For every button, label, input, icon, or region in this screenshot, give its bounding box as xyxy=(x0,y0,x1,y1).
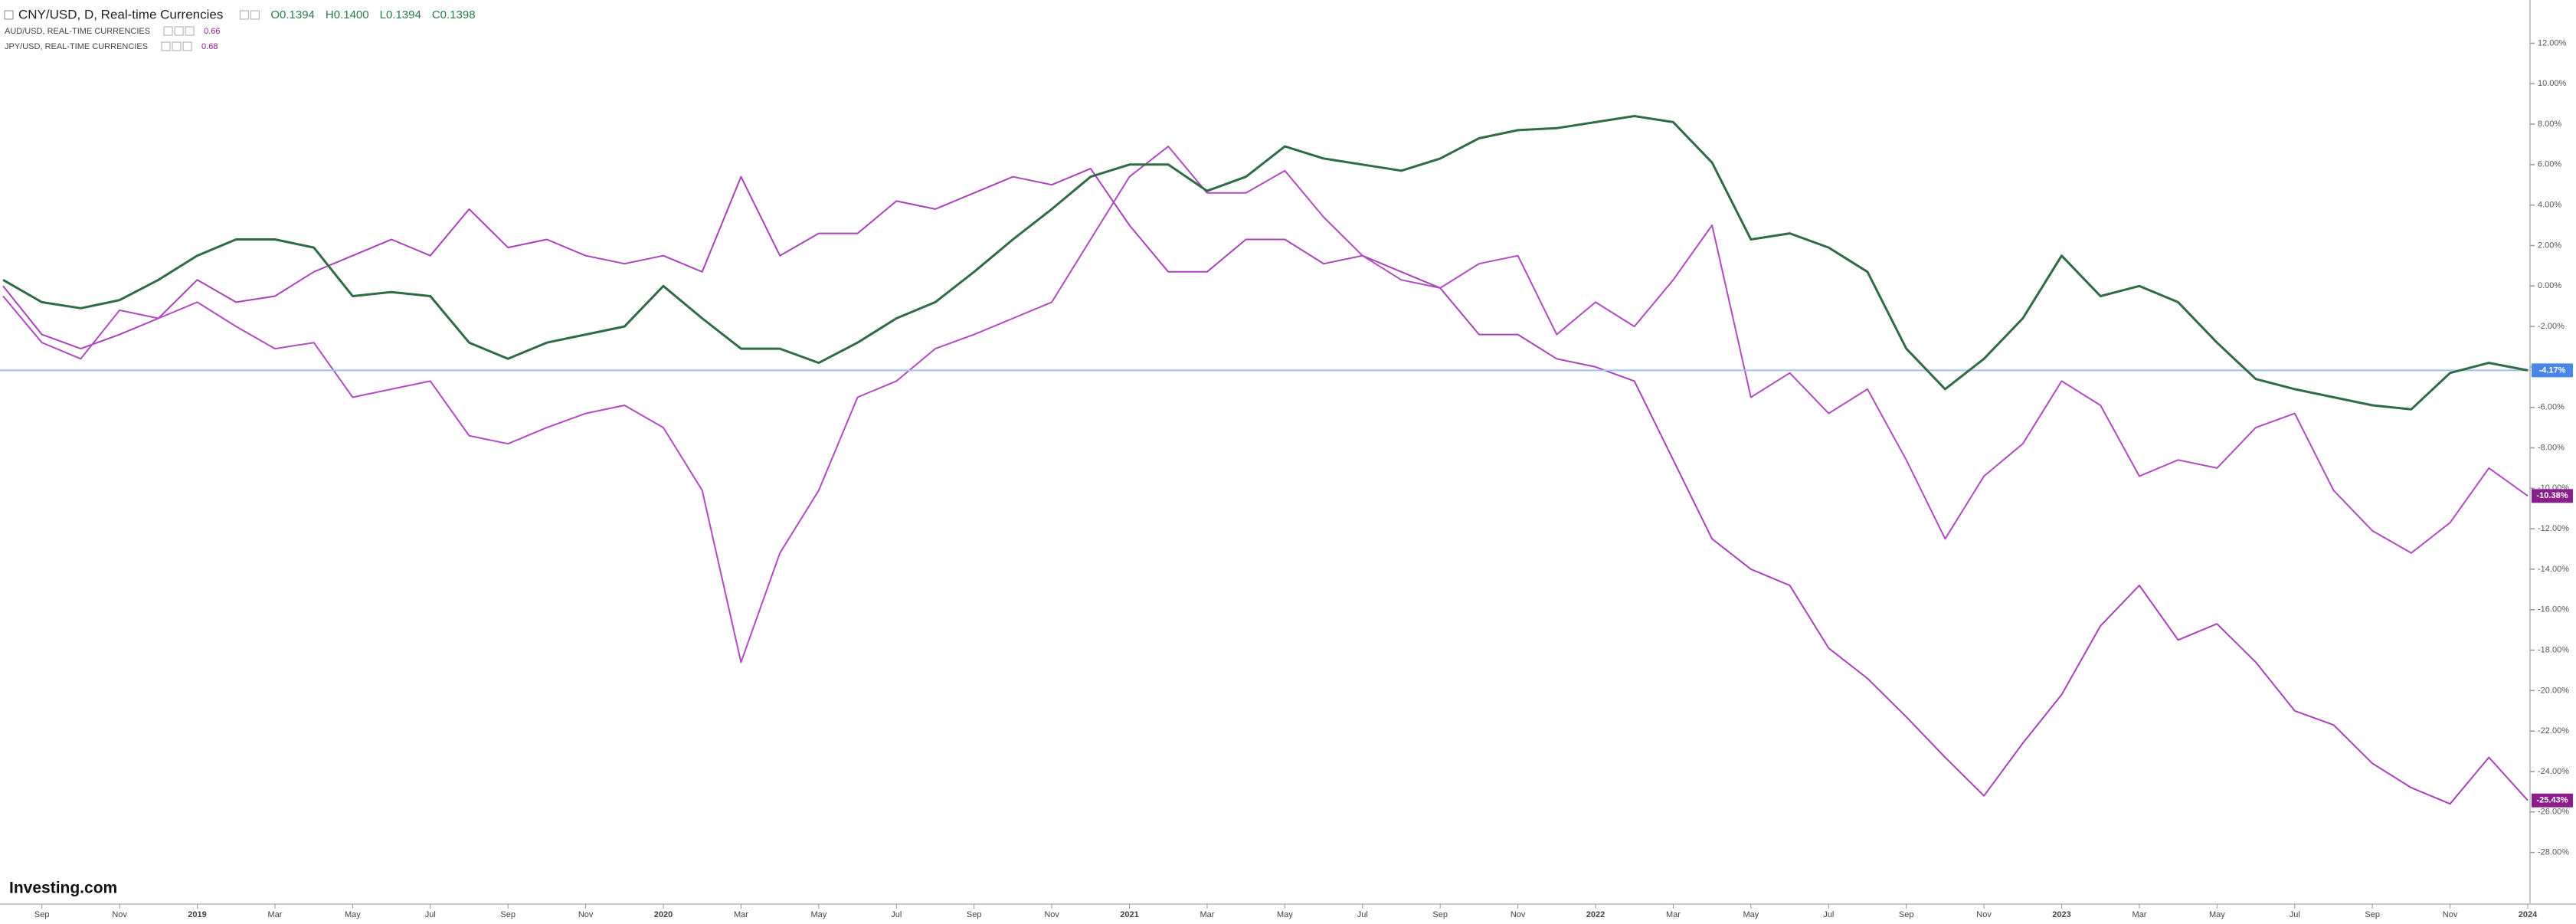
x-tick-label: 2022 xyxy=(1586,910,1605,919)
last-value-box xyxy=(2532,363,2573,378)
y-tick-label: -24.00% xyxy=(2538,767,2569,776)
y-tick-label: 8.00% xyxy=(2538,120,2561,129)
last-value-label: -25.43% xyxy=(2537,796,2568,805)
x-tick-label: Sep xyxy=(500,910,516,919)
ohlc-value: C0.1398 xyxy=(432,8,476,21)
x-tick-label: Jul xyxy=(891,910,902,919)
x-tick-label: Sep xyxy=(2365,910,2380,919)
y-tick-label: -26.00% xyxy=(2538,808,2569,817)
y-tick-label: 4.00% xyxy=(2538,201,2561,210)
x-tick-label: 2021 xyxy=(1120,910,1138,919)
x-tick-label: 2024 xyxy=(2519,910,2538,919)
x-tick-label: Nov xyxy=(1044,910,1059,919)
ohlc-value: O0.1394 xyxy=(270,8,315,21)
y-tick-label: 2.00% xyxy=(2538,241,2561,250)
x-tick-label: Mar xyxy=(734,910,748,919)
x-tick-label: May xyxy=(810,910,826,919)
y-tick-label: -28.00% xyxy=(2538,848,2569,857)
legend-price: 0.66 xyxy=(204,27,220,36)
x-tick-label: 2023 xyxy=(2052,910,2070,919)
y-tick-label: -6.00% xyxy=(2538,403,2565,412)
x-tick-label: Nov xyxy=(112,910,127,919)
x-tick-label: Jul xyxy=(1823,910,1834,919)
x-tick-label: Mar xyxy=(267,910,282,919)
y-tick-label: 12.00% xyxy=(2538,38,2567,48)
last-value-box xyxy=(2532,489,2573,503)
x-tick-label: Sep xyxy=(1432,910,1448,919)
x-tick-label: 2019 xyxy=(188,910,206,919)
logo: Investing.com xyxy=(9,880,117,897)
x-tick-label: Jul xyxy=(1357,910,1368,919)
x-tick-label: Nov xyxy=(1976,910,1992,919)
ohlc-value: H0.1400 xyxy=(326,8,369,21)
legend-icon xyxy=(174,26,184,36)
legend-icon xyxy=(182,41,192,51)
x-tick-label: Jul xyxy=(425,910,436,919)
x-tick-label: Sep xyxy=(1899,910,1914,919)
x-tick-label: Sep xyxy=(967,910,982,919)
legend-icon xyxy=(239,10,249,20)
ohlc-value: L0.1394 xyxy=(380,8,421,21)
last-value-label: -10.38% xyxy=(2537,491,2568,500)
x-tick-label: Mar xyxy=(2132,910,2146,919)
x-tick-label: May xyxy=(345,910,361,919)
x-tick-label: Mar xyxy=(1200,910,1214,919)
last-value-box xyxy=(2532,793,2573,808)
legend-name: JPY/USD, REAL-TIME CURRENCIES xyxy=(5,42,148,51)
series-line xyxy=(2,146,2529,664)
y-tick-label: -14.00% xyxy=(2538,565,2569,574)
y-tick-label: -22.00% xyxy=(2538,726,2569,736)
y-tick-label: 10.00% xyxy=(2538,79,2567,88)
legend-name: AUD/USD, REAL-TIME CURRENCIES xyxy=(5,27,150,36)
y-tick-label: 0.00% xyxy=(2538,281,2561,290)
y-tick-label: -16.00% xyxy=(2538,605,2569,614)
x-tick-label: Jul xyxy=(2290,910,2300,919)
legend-icon xyxy=(161,41,171,51)
last-value-label: -4.17% xyxy=(2539,365,2566,375)
y-tick-label: -2.00% xyxy=(2538,322,2565,331)
x-tick-label: Nov xyxy=(2443,910,2458,919)
y-tick-label: -12.00% xyxy=(2538,524,2569,533)
legend-icon xyxy=(163,26,173,36)
legend-icon xyxy=(185,26,195,36)
legend-icon xyxy=(250,10,260,20)
x-tick-label: May xyxy=(2209,910,2225,919)
x-tick-label: Nov xyxy=(578,910,594,919)
collapse-icon xyxy=(4,10,14,20)
legend-main-name: CNY/USD, D, Real-time Currencies xyxy=(18,7,223,21)
y-tick-label: 6.00% xyxy=(2538,160,2561,169)
x-tick-label: Sep xyxy=(34,910,50,919)
y-tick-label: -8.00% xyxy=(2538,443,2565,452)
series-line xyxy=(2,168,2529,805)
x-tick-label: May xyxy=(1277,910,1293,919)
series-line xyxy=(2,115,2529,411)
legend-price: 0.68 xyxy=(201,42,218,51)
x-tick-label: Nov xyxy=(1511,910,1526,919)
x-tick-label: Mar xyxy=(1666,910,1681,919)
x-tick-label: May xyxy=(1743,910,1759,919)
x-tick-label: 2020 xyxy=(654,910,673,919)
legend-icon xyxy=(172,41,182,51)
y-tick-label: -20.00% xyxy=(2538,686,2569,695)
y-tick-label: -18.00% xyxy=(2538,645,2569,654)
